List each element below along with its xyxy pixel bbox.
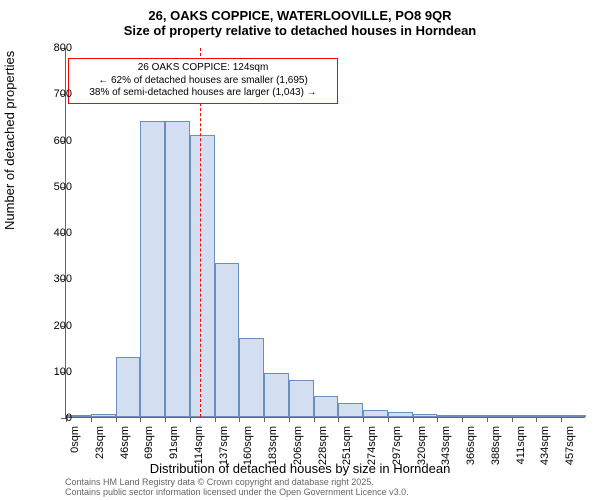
x-tick-label: 91sqm bbox=[168, 426, 180, 459]
y-tick-label: 400 bbox=[32, 227, 72, 239]
histogram-bar bbox=[388, 412, 413, 417]
x-tick-label: 228sqm bbox=[317, 426, 329, 465]
y-axis-label: Number of detached properties bbox=[2, 51, 17, 230]
x-tick-label: 457sqm bbox=[564, 426, 576, 465]
histogram-bar bbox=[363, 410, 388, 417]
y-tick-label: 500 bbox=[32, 181, 72, 193]
x-tick-label: 69sqm bbox=[143, 426, 155, 459]
y-tick-label: 300 bbox=[32, 273, 72, 285]
x-tick-label: 23sqm bbox=[94, 426, 106, 459]
chart-title-line2: Size of property relative to detached ho… bbox=[0, 23, 600, 38]
histogram-bar bbox=[338, 403, 363, 417]
x-tick-label: 366sqm bbox=[465, 426, 477, 465]
histogram-bar bbox=[165, 121, 190, 417]
histogram-bar bbox=[413, 414, 438, 417]
x-tick-label: 274sqm bbox=[366, 426, 378, 465]
histogram-bar bbox=[437, 415, 462, 417]
histogram-bar bbox=[487, 415, 512, 417]
x-tick-label: 0sqm bbox=[69, 426, 81, 453]
histogram-bar bbox=[536, 415, 561, 417]
annotation-line: 38% of semi-detached houses are larger (… bbox=[75, 87, 331, 100]
histogram-bar bbox=[314, 396, 339, 417]
histogram-bar bbox=[91, 414, 116, 417]
annotation-line: ← 62% of detached houses are smaller (1,… bbox=[75, 75, 331, 88]
annotation-box: 26 OAKS COPPICE: 124sqm← 62% of detached… bbox=[68, 58, 338, 104]
chart-title-line1: 26, OAKS COPPICE, WATERLOOVILLE, PO8 9QR bbox=[0, 0, 600, 23]
histogram-bar bbox=[561, 415, 586, 417]
credits-line2: Contains public sector information licen… bbox=[65, 488, 409, 498]
y-tick-label: 600 bbox=[32, 135, 72, 147]
x-tick-label: 388sqm bbox=[490, 426, 502, 465]
histogram-bar bbox=[140, 121, 165, 417]
y-tick-label: 800 bbox=[32, 42, 72, 54]
x-tick-label: 297sqm bbox=[391, 426, 403, 465]
x-tick-label: 434sqm bbox=[539, 426, 551, 465]
histogram-bar bbox=[116, 357, 141, 417]
x-tick-label: 320sqm bbox=[416, 426, 428, 465]
x-tick-label: 46sqm bbox=[119, 426, 131, 459]
x-tick-label: 206sqm bbox=[292, 426, 304, 465]
histogram-bar bbox=[512, 415, 537, 417]
credits: Contains HM Land Registry data © Crown c… bbox=[65, 478, 409, 498]
x-tick-label: 160sqm bbox=[242, 426, 254, 465]
y-tick-label: 0 bbox=[32, 412, 72, 424]
histogram-bar bbox=[190, 135, 215, 417]
x-tick-label: 411sqm bbox=[515, 426, 527, 464]
x-tick-label: 343sqm bbox=[440, 426, 452, 465]
x-tick-label: 114sqm bbox=[193, 426, 205, 464]
x-tick-label: 137sqm bbox=[218, 426, 230, 465]
y-tick-label: 200 bbox=[32, 320, 72, 332]
chart-container: 26, OAKS COPPICE, WATERLOOVILLE, PO8 9QR… bbox=[0, 0, 600, 500]
histogram-bar bbox=[462, 415, 487, 417]
histogram-bar bbox=[264, 373, 289, 417]
x-tick-label: 183sqm bbox=[267, 426, 279, 465]
histogram-bar bbox=[215, 263, 240, 417]
histogram-bar bbox=[239, 338, 264, 417]
plot-area: 26 OAKS COPPICE: 124sqm← 62% of detached… bbox=[65, 48, 585, 418]
annotation-line: 26 OAKS COPPICE: 124sqm bbox=[75, 62, 331, 75]
x-tick-label: 251sqm bbox=[341, 426, 353, 465]
y-tick-label: 700 bbox=[32, 88, 72, 100]
histogram-bar bbox=[289, 380, 314, 417]
y-tick-label: 100 bbox=[32, 366, 72, 378]
